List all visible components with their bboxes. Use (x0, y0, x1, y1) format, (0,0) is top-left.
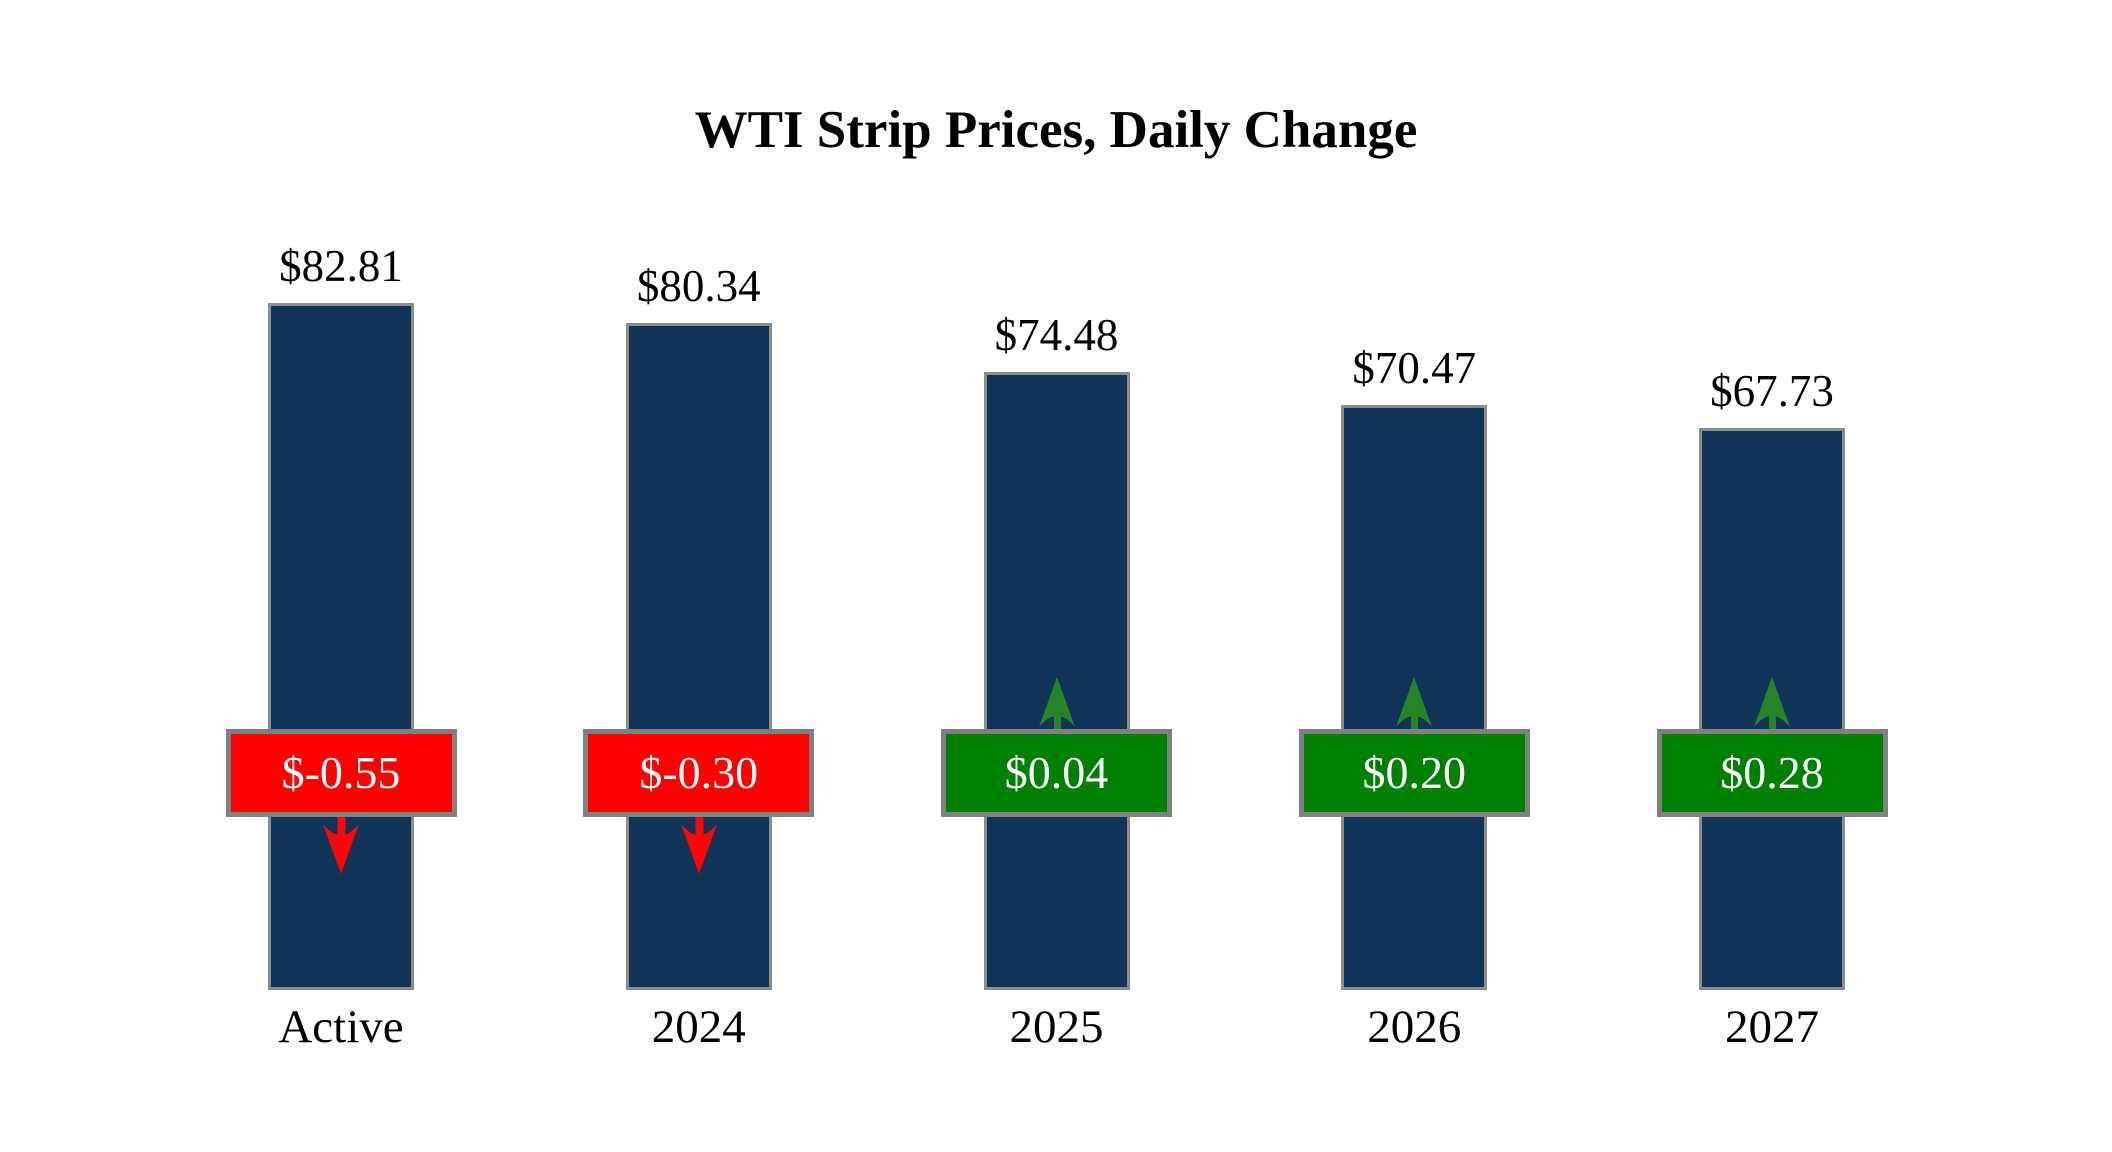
down-arrow-icon (323, 816, 359, 874)
bar (983, 372, 1130, 990)
bar-value-label: $67.73 (1710, 366, 1834, 416)
bar (268, 303, 414, 990)
change-badge: $0.04 (941, 729, 1172, 817)
change-badge: $-0.55 (225, 729, 457, 817)
change-label: $-0.55 (281, 747, 401, 798)
bar-value-label: $80.34 (636, 261, 761, 311)
bar-value-label: $74.48 (994, 310, 1119, 360)
category-label: 2024 (651, 1001, 746, 1053)
chart-title: WTI Strip Prices, Daily Change (694, 101, 1418, 159)
up-arrow-icon (1396, 677, 1433, 735)
bar-value-label: $70.47 (1352, 343, 1477, 393)
change-label: $0.28 (1720, 747, 1824, 798)
down-arrow-icon (680, 816, 717, 874)
bar (625, 323, 772, 990)
change-label: $0.04 (1004, 747, 1109, 798)
up-arrow-icon (1754, 677, 1790, 735)
change-badge: $0.20 (1298, 729, 1530, 817)
up-arrow-icon (1038, 677, 1075, 735)
change-badge: $0.28 (1656, 729, 1888, 817)
category-label: 2027 (1725, 1001, 1819, 1053)
bar-value-label: $82.81 (279, 241, 403, 291)
category-label: 2025 (1009, 1001, 1104, 1053)
change-badge: $-0.30 (583, 729, 815, 817)
change-label: $0.20 (1362, 747, 1467, 798)
change-label: $-0.30 (639, 747, 759, 798)
category-label: Active (278, 1001, 404, 1053)
category-label: 2026 (1367, 1001, 1462, 1053)
